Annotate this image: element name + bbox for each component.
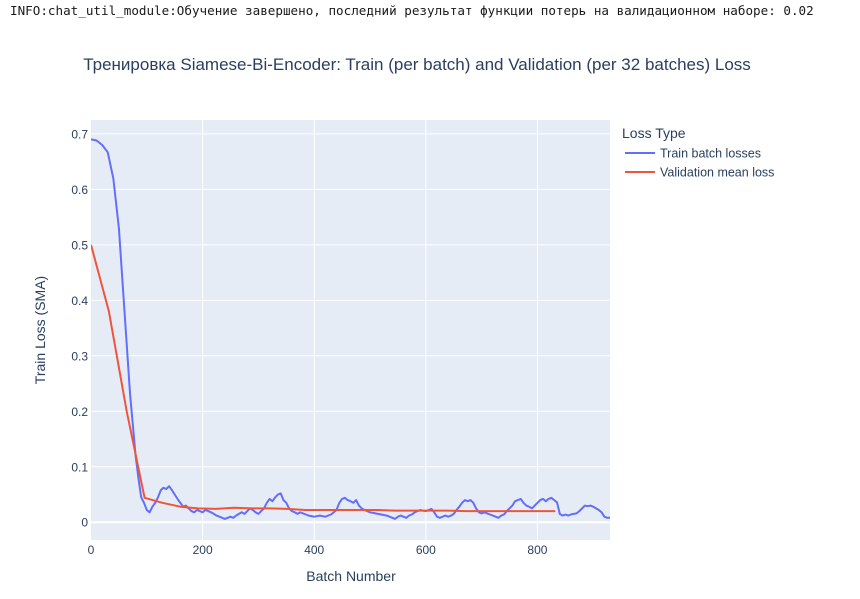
y-tick-label: 0.6 (71, 183, 88, 197)
legend: Loss Type Train batch losses Validation … (622, 125, 774, 180)
y-gridlines (91, 133, 610, 524)
y-tick-label: 0.1 (71, 460, 88, 474)
series-layer (91, 138, 610, 520)
x-axis-label: Batch Number (306, 568, 396, 584)
y-axis-label: Train Loss (SMA) (32, 276, 48, 384)
x-tick-label: 200 (193, 543, 213, 557)
legend-item-train[interactable]: Train batch losses (625, 147, 761, 161)
x-tick-label: 800 (527, 543, 547, 557)
train-loss-line (91, 138, 610, 520)
legend-label-validation: Validation mean loss (660, 166, 774, 180)
legend-label-train: Train batch losses (660, 147, 761, 161)
x-gridlines (202, 120, 538, 540)
x-tick-label: 400 (304, 543, 324, 557)
y-tick-label: 0.2 (71, 405, 88, 419)
log-output-line: INFO:chat_util_module:Обучение завершено… (10, 3, 814, 18)
y-tick-label: 0.4 (71, 294, 88, 308)
x-tick-labels: 0 200 400 600 800 (88, 543, 548, 557)
legend-item-validation[interactable]: Validation mean loss (625, 166, 774, 180)
y-tick-label: 0.7 (71, 127, 88, 141)
chart-title: Тренировка Siamese-Bi-Encoder: Train (pe… (83, 55, 751, 74)
y-tick-label: 0.3 (71, 349, 88, 363)
validation-loss-line (91, 244, 556, 513)
y-tick-labels: 0 0.1 0.2 0.3 0.4 0.5 0.6 0.7 (71, 127, 88, 529)
y-tick-label: 0 (81, 516, 88, 530)
plot-area (91, 120, 610, 540)
x-tick-label: 0 (88, 543, 95, 557)
legend-title: Loss Type (622, 125, 686, 141)
y-tick-label: 0.5 (71, 238, 88, 252)
x-tick-label: 600 (416, 543, 436, 557)
